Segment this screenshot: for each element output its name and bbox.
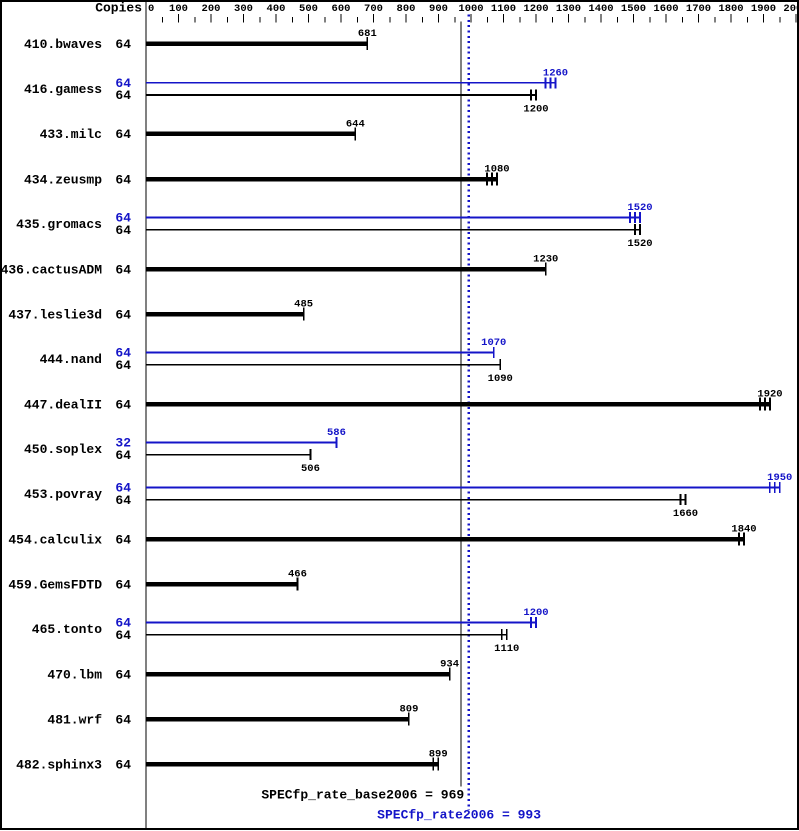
svg-text:64: 64: [115, 172, 131, 187]
svg-text:485: 485: [294, 299, 313, 311]
svg-text:1300: 1300: [556, 3, 581, 15]
svg-text:300: 300: [234, 3, 253, 15]
svg-text:1070: 1070: [481, 337, 506, 349]
svg-text:1920: 1920: [757, 389, 782, 401]
svg-text:470.lbm: 470.lbm: [47, 667, 102, 682]
svg-text:100: 100: [169, 3, 188, 15]
svg-text:64: 64: [115, 712, 131, 727]
svg-text:465.tonto: 465.tonto: [32, 622, 102, 637]
svg-text:64: 64: [115, 667, 131, 682]
svg-text:Copies: Copies: [95, 1, 142, 16]
svg-text:500: 500: [299, 3, 318, 15]
svg-text:1080: 1080: [484, 164, 509, 176]
svg-text:64: 64: [115, 262, 131, 277]
svg-text:1260: 1260: [543, 67, 568, 79]
svg-text:64: 64: [115, 397, 131, 412]
svg-text:681: 681: [358, 28, 377, 40]
svg-text:SPECfp_rate2006 = 993: SPECfp_rate2006 = 993: [377, 808, 541, 823]
svg-text:600: 600: [332, 3, 351, 15]
svg-text:1230: 1230: [533, 254, 558, 266]
svg-text:900: 900: [429, 3, 448, 15]
svg-text:482.sphinx3: 482.sphinx3: [16, 757, 102, 772]
svg-text:1200: 1200: [523, 3, 548, 15]
svg-text:1100: 1100: [491, 3, 516, 15]
svg-text:481.wrf: 481.wrf: [47, 712, 102, 727]
svg-text:934: 934: [440, 659, 459, 671]
svg-text:435.gromacs: 435.gromacs: [16, 217, 102, 232]
svg-text:437.leslie3d: 437.leslie3d: [8, 307, 102, 322]
svg-text:64: 64: [115, 448, 131, 463]
svg-text:444.nand: 444.nand: [40, 352, 102, 367]
svg-text:450.soplex: 450.soplex: [24, 442, 102, 457]
svg-text:644: 644: [346, 118, 365, 130]
svg-text:1000: 1000: [458, 3, 483, 15]
svg-text:64: 64: [115, 223, 131, 238]
svg-text:0: 0: [148, 3, 154, 15]
svg-text:466: 466: [288, 569, 307, 581]
svg-text:SPECfp_rate_base2006 = 969: SPECfp_rate_base2006 = 969: [261, 788, 464, 803]
svg-text:64: 64: [115, 532, 131, 547]
svg-text:433.milc: 433.milc: [40, 127, 103, 142]
svg-text:586: 586: [327, 427, 346, 439]
svg-text:410.bwaves: 410.bwaves: [24, 37, 102, 52]
svg-text:899: 899: [429, 749, 448, 761]
svg-text:64: 64: [115, 127, 131, 142]
svg-text:64: 64: [115, 307, 131, 322]
svg-text:64: 64: [115, 493, 131, 508]
svg-text:1700: 1700: [686, 3, 711, 15]
svg-text:700: 700: [364, 3, 383, 15]
svg-text:1090: 1090: [488, 373, 513, 385]
svg-text:1200: 1200: [523, 104, 548, 116]
svg-text:416.gamess: 416.gamess: [24, 82, 102, 97]
svg-text:506: 506: [301, 463, 320, 475]
svg-text:2000: 2000: [783, 3, 799, 15]
svg-text:64: 64: [115, 358, 131, 373]
svg-text:64: 64: [115, 88, 131, 103]
svg-text:200: 200: [202, 3, 221, 15]
svg-text:1520: 1520: [627, 202, 652, 214]
svg-text:1400: 1400: [588, 3, 613, 15]
svg-text:1840: 1840: [731, 524, 756, 536]
svg-text:809: 809: [399, 704, 418, 716]
svg-text:1660: 1660: [673, 508, 698, 520]
svg-text:434.zeusmp: 434.zeusmp: [24, 172, 102, 187]
svg-text:64: 64: [115, 628, 131, 643]
svg-text:454.calculix: 454.calculix: [8, 532, 102, 547]
svg-text:1950: 1950: [767, 472, 792, 484]
svg-text:459.GemsFDTD: 459.GemsFDTD: [8, 577, 102, 592]
svg-text:400: 400: [267, 3, 286, 15]
svg-text:1200: 1200: [523, 607, 548, 619]
svg-text:1500: 1500: [621, 3, 646, 15]
svg-text:1800: 1800: [718, 3, 743, 15]
svg-text:1600: 1600: [653, 3, 678, 15]
svg-text:447.dealII: 447.dealII: [24, 397, 102, 412]
svg-text:64: 64: [115, 757, 131, 772]
svg-text:1900: 1900: [751, 3, 776, 15]
svg-text:1520: 1520: [627, 238, 652, 250]
svg-text:1110: 1110: [494, 643, 519, 655]
svg-text:436.cactusADM: 436.cactusADM: [1, 262, 103, 277]
svg-text:453.povray: 453.povray: [24, 487, 102, 502]
svg-text:800: 800: [397, 3, 416, 15]
svg-text:64: 64: [115, 37, 131, 52]
svg-text:64: 64: [115, 577, 131, 592]
